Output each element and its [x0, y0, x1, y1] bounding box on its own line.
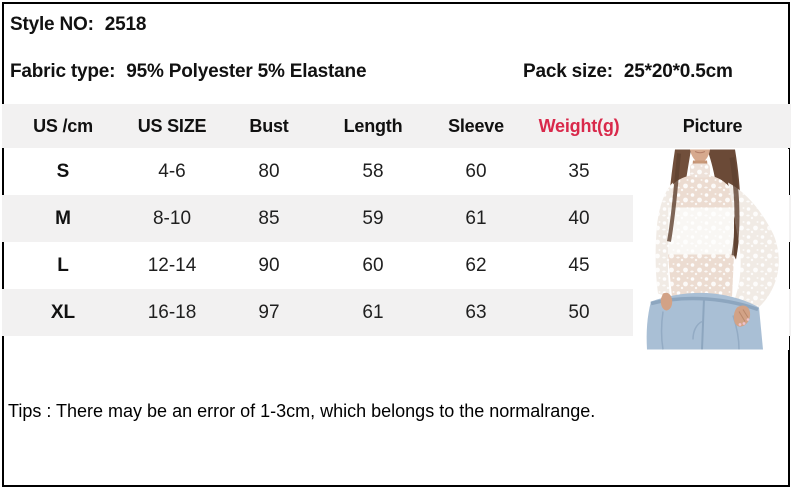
style-number-line: Style NO: 2518 — [10, 14, 146, 36]
bust-value: 85 — [258, 207, 280, 229]
bust-value: 97 — [258, 301, 280, 323]
fabric-type-line: Fabric type: 95% Polyester 5% Elastane — [10, 61, 367, 83]
size-label: M — [55, 207, 71, 229]
table-row-l: L 12-14 90 60 62 45 — [2, 242, 791, 289]
weight-value: 45 — [568, 254, 590, 276]
bust-value: 90 — [258, 254, 280, 276]
us-size-value: 12-14 — [147, 254, 197, 276]
weight-value: 50 — [568, 301, 590, 323]
size-label: XL — [50, 301, 76, 323]
length-value: 60 — [362, 254, 384, 276]
pack-size-value: 25*20*0.5cm — [623, 61, 733, 82]
style-number-label: Style NO: — [10, 14, 94, 35]
column-header-sleeve: Sleeve — [448, 115, 504, 136]
size-label: L — [57, 254, 69, 276]
weight-value: 35 — [568, 160, 590, 182]
pack-size-label: Pack size: — [523, 61, 613, 82]
column-header-us-size: US SIZE — [137, 115, 207, 136]
column-header-weight: Weight(g) — [538, 115, 620, 136]
length-value: 59 — [362, 207, 384, 229]
fabric-type-value: 95% Polyester 5% Elastane — [126, 61, 367, 82]
column-header-us-cm: US /cm — [33, 115, 93, 136]
style-number-value: 2518 — [104, 14, 147, 35]
column-header-picture: Picture — [682, 115, 743, 136]
column-header-bust: Bust — [249, 115, 289, 136]
sleeve-value: 63 — [465, 301, 487, 323]
sleeve-value: 61 — [465, 207, 487, 229]
column-header-length: Length — [343, 115, 403, 136]
length-value: 58 — [362, 160, 384, 182]
length-value: 61 — [362, 301, 384, 323]
size-table-header-row: US /cm US SIZE Bust Length Sleeve Weight… — [2, 104, 791, 148]
fabric-type-label: Fabric type: — [10, 61, 116, 82]
pack-size-line: Pack size: 25*20*0.5cm — [523, 61, 733, 83]
product-photo — [633, 149, 789, 350]
us-size-value: 8-10 — [152, 207, 192, 229]
table-row-s: S 4-6 80 58 60 35 — [2, 148, 791, 195]
sleeve-value: 62 — [465, 254, 487, 276]
size-label: S — [56, 160, 70, 182]
weight-value: 40 — [568, 207, 590, 229]
sleeve-value: 60 — [465, 160, 487, 182]
tips-note: Tips : There may be an error of 1-3cm, w… — [8, 401, 596, 421]
us-size-value: 4-6 — [158, 160, 186, 182]
model-photo-illustration — [646, 149, 779, 350]
bust-value: 80 — [258, 160, 280, 182]
us-size-value: 16-18 — [147, 301, 197, 323]
